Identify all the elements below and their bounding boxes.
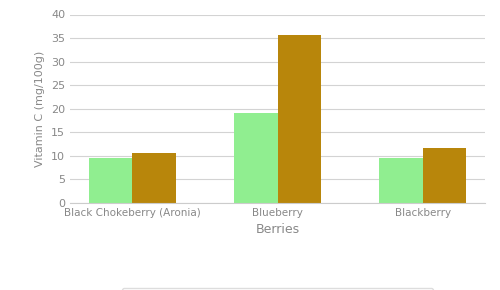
Legend: Oven Dried (mg/100g), Freeze dried (mg/100g): Oven Dried (mg/100g), Freeze dried (mg/1… (122, 288, 434, 290)
X-axis label: Berries: Berries (256, 223, 300, 236)
Bar (379, 158, 422, 203)
Bar (89, 158, 132, 203)
Bar (278, 35, 321, 203)
Bar (234, 113, 278, 203)
Y-axis label: Vitamin C (mg/100g): Vitamin C (mg/100g) (36, 51, 46, 167)
Bar (132, 153, 176, 203)
Bar (422, 148, 466, 203)
